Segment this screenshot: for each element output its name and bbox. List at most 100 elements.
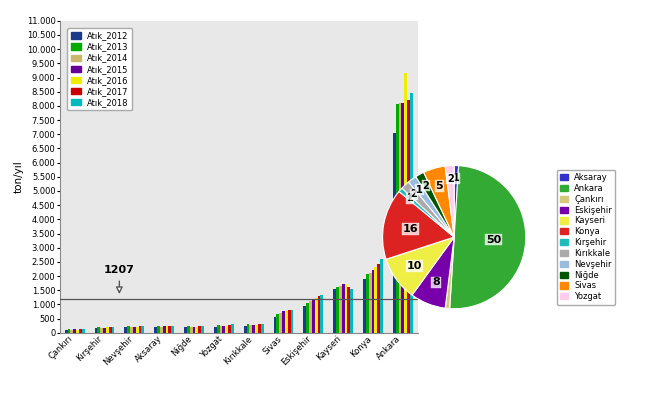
Bar (369, 273, 371, 333)
Bar (70, 329, 73, 333)
Text: 1: 1 (453, 173, 459, 183)
Bar (396, 104, 398, 333)
Text: 8: 8 (432, 277, 440, 287)
Text: 2: 2 (447, 173, 454, 183)
Wedge shape (412, 237, 454, 308)
Bar (133, 327, 136, 333)
Bar (320, 295, 323, 333)
Wedge shape (383, 191, 454, 259)
Text: 2: 2 (410, 189, 417, 199)
Bar (125, 327, 127, 333)
Wedge shape (454, 166, 459, 237)
Bar (139, 326, 141, 333)
Bar (304, 306, 306, 333)
Bar (95, 328, 97, 333)
Text: 2: 2 (422, 181, 429, 191)
Wedge shape (399, 188, 454, 237)
Bar (190, 327, 192, 333)
Bar (136, 327, 139, 333)
Bar (127, 326, 130, 333)
Bar (309, 301, 312, 333)
Bar (398, 103, 401, 333)
Bar (306, 303, 309, 333)
Text: 50: 50 (486, 235, 501, 245)
Legend: Atık_2012, Atık_2013, Atık_2014, Atık_2015, Atık_2016, Atık_2017, Atık_2018: Atık_2012, Atık_2013, Atık_2014, Atık_20… (68, 28, 132, 110)
Wedge shape (424, 166, 454, 237)
Bar (401, 103, 404, 333)
Text: 16: 16 (402, 224, 418, 234)
Bar (252, 325, 255, 333)
Bar (282, 312, 285, 333)
Bar (109, 327, 111, 333)
Wedge shape (408, 177, 454, 237)
Bar (285, 311, 288, 333)
Bar (375, 267, 377, 333)
Text: 10: 10 (407, 261, 422, 271)
Bar (219, 326, 222, 333)
Bar (68, 329, 70, 333)
Bar (407, 100, 410, 333)
Bar (106, 327, 109, 333)
Bar (261, 324, 263, 333)
Wedge shape (445, 237, 454, 309)
Bar (214, 327, 217, 333)
Bar (82, 329, 84, 333)
Bar (76, 329, 79, 333)
Bar (222, 326, 225, 333)
Bar (228, 325, 231, 333)
Wedge shape (402, 182, 454, 237)
Bar (111, 327, 114, 333)
Bar (290, 310, 293, 333)
Bar (141, 326, 144, 333)
Wedge shape (386, 237, 454, 295)
Bar (255, 324, 258, 333)
Bar (366, 275, 369, 333)
Bar (249, 325, 252, 333)
Bar (100, 327, 103, 333)
Text: 1: 1 (416, 185, 423, 195)
Bar (103, 328, 106, 333)
Bar (225, 326, 228, 333)
Bar (363, 279, 366, 333)
Bar (380, 259, 383, 333)
Bar (350, 290, 353, 333)
Bar (187, 327, 190, 333)
Bar (276, 314, 279, 333)
Bar (247, 324, 249, 333)
Bar (258, 324, 261, 333)
Wedge shape (416, 172, 454, 237)
Bar (231, 324, 233, 333)
Text: 1207: 1207 (104, 265, 135, 275)
Bar (201, 326, 204, 333)
Bar (73, 329, 76, 333)
Bar (315, 299, 318, 333)
Bar (404, 73, 407, 333)
Bar (371, 270, 375, 333)
Y-axis label: ton/yıl: ton/yıl (14, 161, 24, 193)
Bar (154, 327, 157, 333)
Legend: Aksaray, Ankara, Çankırı, Eskişehir, Kayseri, Konya, Kırşehir, Kırıkkale, Nevşeh: Aksaray, Ankara, Çankırı, Eskişehir, Kay… (557, 170, 615, 305)
Bar (410, 93, 412, 333)
Wedge shape (450, 166, 526, 309)
Bar (97, 327, 100, 333)
Bar (196, 327, 198, 333)
Bar (166, 326, 168, 333)
Bar (345, 284, 347, 333)
Bar (336, 287, 339, 333)
Bar (162, 326, 166, 333)
Bar (279, 313, 282, 333)
Bar (160, 327, 162, 333)
Bar (341, 284, 345, 333)
Bar (130, 327, 133, 333)
Bar (288, 310, 290, 333)
Bar (192, 327, 196, 333)
Text: 5: 5 (436, 181, 443, 191)
Bar (347, 287, 350, 333)
Bar (244, 326, 247, 333)
Bar (198, 326, 201, 333)
Bar (274, 317, 276, 333)
Text: 1: 1 (406, 193, 414, 203)
Bar (79, 329, 82, 333)
Bar (217, 325, 219, 333)
Bar (184, 327, 187, 333)
